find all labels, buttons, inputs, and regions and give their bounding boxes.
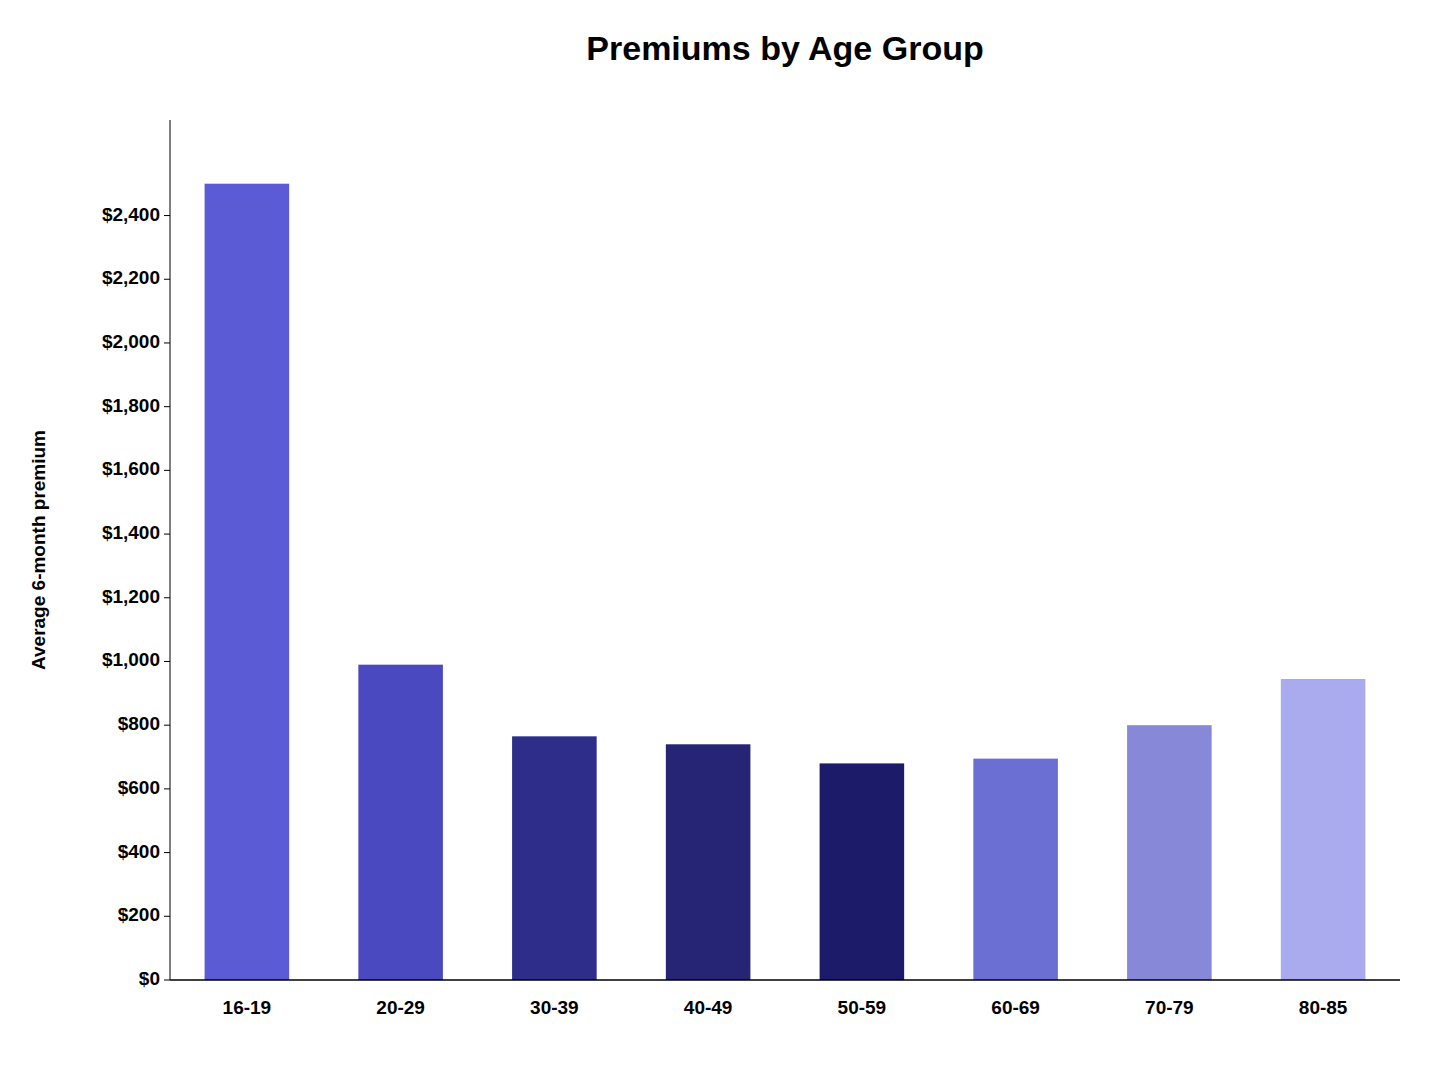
y-tick-label: $1,400 [102, 522, 160, 543]
y-axis-label: Average 6-month premium [28, 430, 49, 670]
y-axis: $0 $200 $400 $600 $800 $1,000 $1,200 $1,400 $1,6… [102, 120, 170, 989]
y-tick [164, 852, 170, 853]
y-tick-label: $1,800 [102, 395, 160, 416]
bar [205, 184, 290, 980]
y-tick-label: $2,400 [102, 204, 160, 225]
bar [1281, 679, 1366, 980]
x-tick-label: 70-79 [1145, 997, 1194, 1018]
bar [820, 763, 905, 980]
y-tick [164, 470, 170, 471]
y-tick [164, 725, 170, 726]
y-tick-label: $1,000 [102, 649, 160, 670]
y-tick-label: $1,600 [102, 458, 160, 479]
y-axis-line [170, 120, 171, 980]
y-tick [164, 661, 170, 662]
y-tick [164, 215, 170, 216]
bar [358, 665, 443, 980]
x-tick-label: 60-69 [991, 997, 1040, 1018]
x-tick-label: 80-85 [1299, 997, 1348, 1018]
x-tick-label: 40-49 [684, 997, 733, 1018]
y-tick-label: $0 [139, 968, 160, 989]
x-axis-line [170, 979, 1400, 981]
y-tick [164, 342, 170, 343]
bar [512, 736, 597, 980]
x-tick-label: 50-59 [838, 997, 887, 1018]
y-tick [164, 788, 170, 789]
y-tick [164, 534, 170, 535]
y-tick [164, 916, 170, 917]
chart-svg: Premiums by Age Group Average 6-month pre… [0, 0, 1440, 1080]
x-tick-label: 16-19 [223, 997, 272, 1018]
y-tick [164, 597, 170, 598]
y-tick [164, 980, 170, 981]
chart-title: Premiums by Age Group [586, 29, 983, 67]
bar [1127, 725, 1212, 980]
y-tick [164, 279, 170, 280]
y-tick-label: $2,200 [102, 267, 160, 288]
y-tick-label: $2,000 [102, 331, 160, 352]
x-tick-label: 30-39 [530, 997, 579, 1018]
bars [205, 184, 1366, 980]
y-tick-label: $600 [118, 777, 160, 798]
y-tick-label: $800 [118, 713, 160, 734]
x-axis: 16-19 20-29 30-39 40-49 50-59 60-69 70-79 80-85 [170, 980, 1400, 1018]
bar [666, 744, 751, 980]
bar [973, 759, 1058, 980]
y-tick-label: $1,200 [102, 586, 160, 607]
y-tick-label: $400 [118, 841, 160, 862]
y-tick-label: $200 [118, 904, 160, 925]
chart-container: Premiums by Age Group Average 6-month pre… [0, 0, 1440, 1080]
x-tick-label: 20-29 [376, 997, 425, 1018]
y-tick [164, 406, 170, 407]
